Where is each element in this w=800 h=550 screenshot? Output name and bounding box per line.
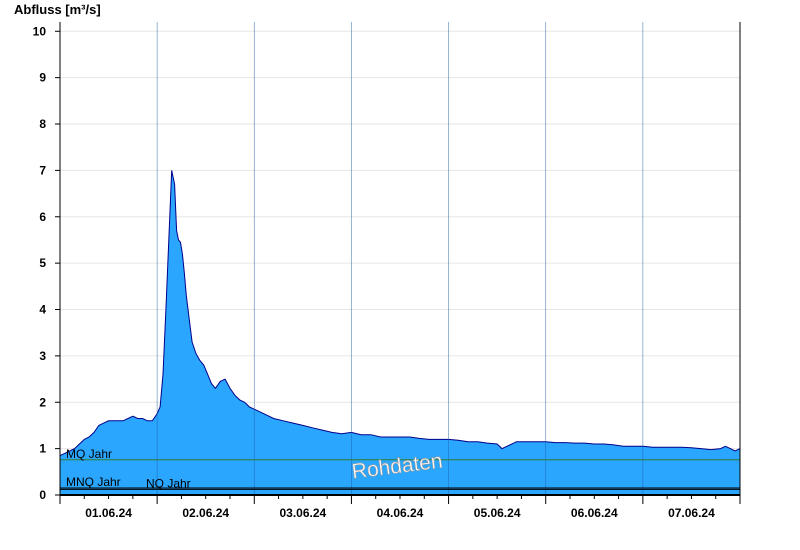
x-tick-label-0: 01.06.24 [85,506,132,520]
y-tick-label-8: 8 [39,117,46,131]
x-tick-label-4: 05.06.24 [474,506,521,520]
y-tick-label-10: 10 [33,24,47,38]
series-area [60,170,740,495]
y-tick-label-4: 4 [39,303,46,317]
x-tick-label-6: 07.06.24 [668,506,715,520]
x-tick-label-2: 03.06.24 [279,506,326,520]
y-tick-label-3: 3 [39,349,46,363]
reference-label-1: MNQ Jahr [66,475,121,489]
y-tick-label-9: 9 [39,71,46,85]
x-tick-label-5: 06.06.24 [571,506,618,520]
y-tick-label-6: 6 [39,210,46,224]
y-tick-label-2: 2 [39,395,46,409]
x-tick-label-3: 04.06.24 [377,506,424,520]
x-ticks: 01.06.24 02.06.24 03.06.24 04.06.24 05.06.24… [59,495,741,520]
y-tick-label-0: 0 [39,488,46,502]
data-area [59,170,741,495]
x-tick-label-1: 02.06.24 [182,506,229,520]
reference-lines: MQ Jahr MNQ Jahr NQ Jahr [60,447,740,490]
reference-label-2: NQ Jahr [146,476,191,490]
y-ticks: 0 1 2 3 4 5 6 7 8 9 10 [33,24,60,502]
y-axis-label: Abfluss [m³/s] [14,2,101,17]
reference-label-0: MQ Jahr [66,447,112,461]
y-tick-label-1: 1 [39,442,46,456]
y-tick-label-5: 5 [39,256,46,270]
y-tick-label-7: 7 [39,163,46,177]
series-line [59,170,741,457]
day-separator-lines [156,22,644,495]
